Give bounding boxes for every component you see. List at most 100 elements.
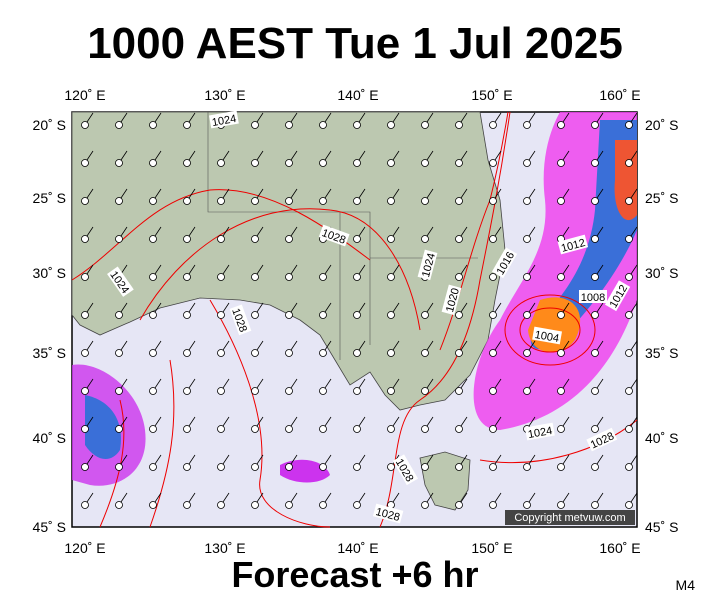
station: [387, 387, 395, 395]
station: [81, 425, 89, 433]
station: [523, 501, 531, 509]
station: [319, 349, 327, 357]
station: [251, 235, 259, 243]
station: [557, 159, 565, 167]
station: [81, 501, 89, 509]
station: [489, 387, 497, 395]
model-label: M4: [676, 577, 696, 593]
station: [285, 463, 293, 471]
station: [523, 311, 531, 319]
station: [149, 273, 157, 281]
station: [251, 501, 259, 509]
station: [591, 235, 599, 243]
station: [489, 159, 497, 167]
station: [81, 273, 89, 281]
station: [489, 425, 497, 433]
station: [115, 501, 123, 509]
station: [625, 501, 633, 509]
latitude-label: 20˚ S: [645, 117, 678, 133]
station: [625, 159, 633, 167]
station: [217, 197, 225, 205]
station: [81, 121, 89, 129]
station: [285, 235, 293, 243]
station: [557, 273, 565, 281]
station: [591, 425, 599, 433]
station: [387, 349, 395, 357]
station: [387, 463, 395, 471]
isobar-label-bg: [491, 247, 518, 279]
isobar-label-bg: [532, 326, 563, 345]
longitude-label: 130˚ E: [204, 87, 245, 103]
station: [285, 197, 293, 205]
station: [319, 463, 327, 471]
station: [455, 425, 463, 433]
station: [625, 463, 633, 471]
station: [353, 197, 361, 205]
station: [183, 197, 191, 205]
latitude-label: 35˚ S: [645, 345, 678, 361]
station: [455, 387, 463, 395]
isobar-label-bg: [441, 284, 462, 316]
isobar-label-bg: [524, 422, 555, 441]
station: [353, 349, 361, 357]
station: [115, 121, 123, 129]
station: [387, 273, 395, 281]
station: [523, 235, 531, 243]
station: [319, 501, 327, 509]
station: [183, 235, 191, 243]
station: [217, 349, 225, 357]
station: [421, 501, 429, 509]
station: [557, 121, 565, 129]
isobar-label: 1004: [532, 326, 563, 345]
station: [217, 311, 225, 319]
station: [285, 121, 293, 129]
station: [115, 159, 123, 167]
station: [625, 387, 633, 395]
station: [455, 159, 463, 167]
station: [421, 159, 429, 167]
station: [557, 425, 565, 433]
station: [557, 349, 565, 357]
station: [285, 425, 293, 433]
longitude-label: 160˚ E: [599, 540, 640, 556]
longitude-label: 120˚ E: [64, 87, 105, 103]
station: [81, 349, 89, 357]
isobar-label-bg: [392, 454, 419, 486]
station: [625, 273, 633, 281]
station: [353, 425, 361, 433]
station: [251, 121, 259, 129]
station: [591, 311, 599, 319]
longitude-label: 150˚ E: [471, 540, 512, 556]
station: [149, 349, 157, 357]
station: [319, 121, 327, 129]
latitude-label: 35˚ S: [33, 345, 66, 361]
latitude-label: 30˚ S: [645, 265, 678, 281]
station: [557, 501, 565, 509]
copyright-box: [505, 510, 635, 525]
station: [353, 273, 361, 281]
isobar-label-bg: [579, 290, 607, 303]
station: [115, 425, 123, 433]
station: [523, 349, 531, 357]
latitude-label: 25˚ S: [33, 190, 66, 206]
station: [285, 501, 293, 509]
station: [319, 387, 327, 395]
station: [455, 273, 463, 281]
station: [591, 501, 599, 509]
station: [251, 273, 259, 281]
station: [149, 121, 157, 129]
latitude-label: 20˚ S: [33, 117, 66, 133]
station: [319, 425, 327, 433]
longitude-label: 140˚ E: [337, 540, 378, 556]
station: [319, 273, 327, 281]
station: [183, 387, 191, 395]
station: [251, 387, 259, 395]
station: [523, 387, 531, 395]
station: [353, 463, 361, 471]
latitude-label: 40˚ S: [33, 430, 66, 446]
station: [625, 235, 633, 243]
footer: Forecast +6 hr: [231, 554, 478, 595]
isobar-label: 1008: [579, 290, 607, 304]
station: [285, 159, 293, 167]
